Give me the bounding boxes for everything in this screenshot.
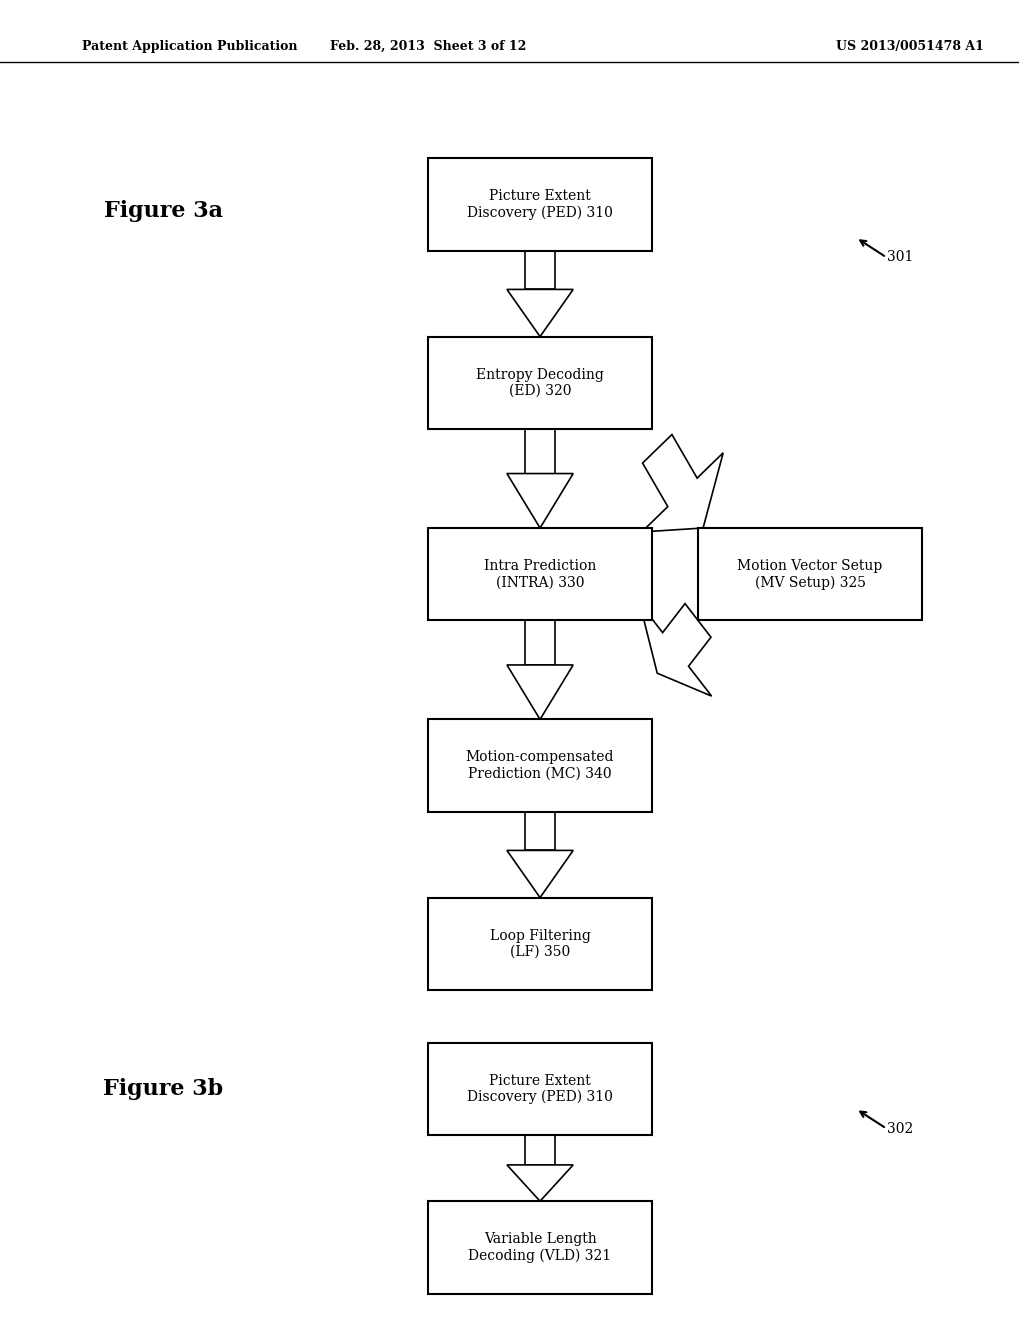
Polygon shape — [642, 434, 723, 532]
FancyBboxPatch shape — [428, 719, 652, 812]
FancyBboxPatch shape — [525, 251, 555, 289]
FancyBboxPatch shape — [525, 620, 555, 665]
FancyBboxPatch shape — [525, 812, 555, 850]
Text: Variable Length
Decoding (VLD) 321: Variable Length Decoding (VLD) 321 — [469, 1232, 611, 1263]
FancyBboxPatch shape — [428, 158, 652, 251]
Polygon shape — [640, 603, 712, 696]
FancyBboxPatch shape — [428, 1043, 652, 1135]
Polygon shape — [507, 289, 573, 337]
Text: 301: 301 — [887, 251, 912, 264]
FancyBboxPatch shape — [525, 429, 555, 474]
Text: Picture Extent
Discovery (PED) 310: Picture Extent Discovery (PED) 310 — [467, 1073, 613, 1105]
Text: Motion-compensated
Prediction (MC) 340: Motion-compensated Prediction (MC) 340 — [466, 751, 614, 780]
Text: Figure 3a: Figure 3a — [103, 201, 222, 222]
Polygon shape — [507, 665, 573, 719]
Polygon shape — [507, 850, 573, 898]
FancyBboxPatch shape — [698, 528, 923, 620]
Text: US 2013/0051478 A1: US 2013/0051478 A1 — [836, 40, 983, 53]
Text: Loop Filtering
(LF) 350: Loop Filtering (LF) 350 — [489, 929, 591, 958]
FancyBboxPatch shape — [525, 1135, 555, 1166]
Text: Entropy Decoding
(ED) 320: Entropy Decoding (ED) 320 — [476, 368, 604, 397]
Polygon shape — [507, 1166, 573, 1201]
Text: Figure 3b: Figure 3b — [103, 1078, 223, 1100]
FancyBboxPatch shape — [428, 337, 652, 429]
FancyBboxPatch shape — [428, 1201, 652, 1294]
Text: Feb. 28, 2013  Sheet 3 of 12: Feb. 28, 2013 Sheet 3 of 12 — [330, 40, 526, 53]
Text: Motion Vector Setup
(MV Setup) 325: Motion Vector Setup (MV Setup) 325 — [737, 558, 883, 590]
FancyBboxPatch shape — [428, 528, 652, 620]
Polygon shape — [507, 474, 573, 528]
Text: 302: 302 — [887, 1122, 912, 1135]
Text: Picture Extent
Discovery (PED) 310: Picture Extent Discovery (PED) 310 — [467, 189, 613, 220]
Text: Patent Application Publication: Patent Application Publication — [82, 40, 297, 53]
FancyBboxPatch shape — [428, 898, 652, 990]
Text: Intra Prediction
(INTRA) 330: Intra Prediction (INTRA) 330 — [484, 560, 596, 589]
